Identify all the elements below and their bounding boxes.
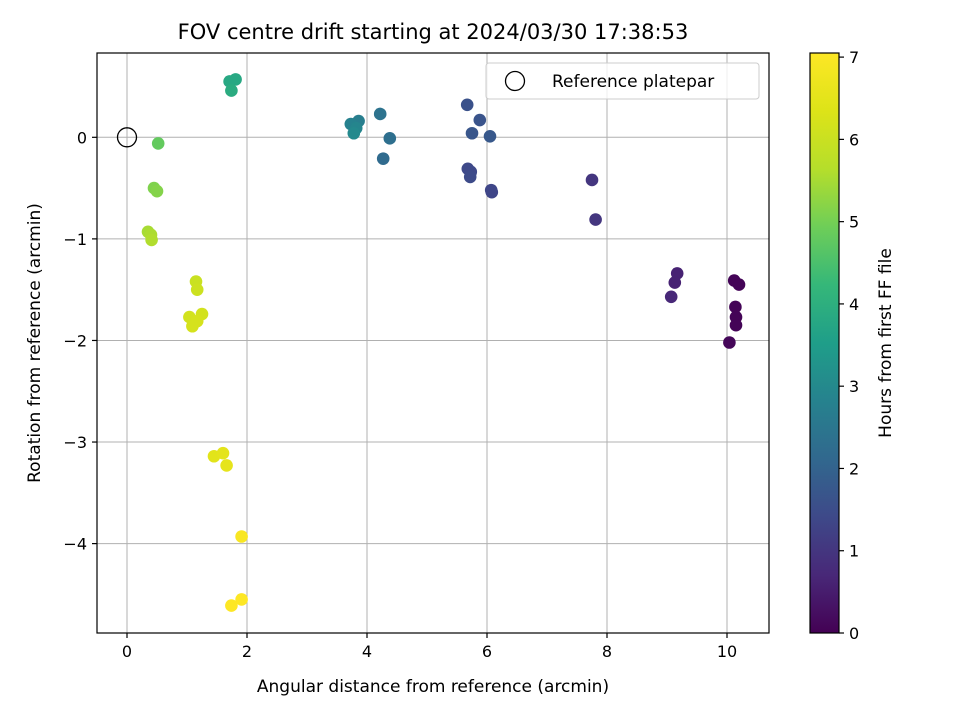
data-point: [235, 593, 248, 606]
data-point: [473, 113, 487, 127]
data-point: [463, 170, 477, 184]
data-point: [235, 530, 248, 543]
y-tick-label: −2: [63, 331, 87, 350]
data-point: [373, 107, 387, 121]
data-point: [460, 98, 474, 112]
data-point: [732, 278, 746, 291]
data-point: [220, 459, 233, 472]
x-tick-label: 2: [242, 642, 252, 661]
colorbar-tick-label: 6: [849, 130, 859, 149]
data-point: [729, 300, 742, 314]
data-point: [664, 290, 678, 304]
data-point: [190, 283, 204, 296]
data-point: [186, 319, 199, 333]
x-axis-label: Angular distance from reference (arcmin): [257, 677, 609, 697]
colorbar-ticks: 0 1 2 3 4 5 6 7: [839, 48, 859, 643]
y-tick-label: 0: [77, 128, 87, 147]
x-tick-label: 10: [717, 642, 737, 661]
x-tick-label: 8: [602, 642, 612, 661]
colorbar-frame: [809, 52, 840, 634]
data-points: [141, 73, 746, 612]
data-point: [376, 152, 390, 165]
x-tick-label: 4: [362, 642, 372, 661]
data-point: [150, 184, 164, 198]
y-axis-label: Rotation from reference (arcmin): [25, 203, 45, 483]
data-point: [723, 336, 736, 349]
data-point: [485, 185, 499, 199]
data-point: [216, 446, 230, 460]
colorbar-tick-label: 0: [849, 624, 859, 643]
colorbar-tick-label: 1: [849, 542, 859, 561]
colorbar-tick-label: 5: [849, 213, 859, 232]
x-tick-label: 0: [122, 642, 132, 661]
data-point: [585, 173, 599, 187]
data-point: [483, 129, 497, 143]
x-tick-label: 6: [482, 642, 492, 661]
colorbar-tick-label: 2: [849, 459, 859, 478]
legend: Reference platepar: [485, 62, 760, 100]
data-point: [729, 318, 743, 332]
data-point: [229, 73, 242, 86]
data-point: [383, 132, 397, 145]
data-point: [225, 84, 238, 97]
colorbar: 0 1 2 3 4 5 6 7 Hours from first FF file: [809, 48, 896, 643]
reference-platepar-marker: [116, 127, 138, 148]
plot-area-frame: [96, 52, 770, 634]
data-point: [347, 126, 361, 140]
colorbar-tick-label: 3: [849, 377, 859, 396]
colorbar-gradient: [810, 53, 839, 633]
data-point: [145, 233, 158, 247]
colorbar-tick-label: 4: [849, 295, 859, 314]
x-axis-ticks: 0 2 4 6 8 10: [122, 633, 737, 661]
data-point: [225, 599, 238, 612]
data-point: [465, 126, 479, 140]
reference-marker-layer: [116, 127, 138, 148]
gridlines: [97, 53, 769, 633]
colorbar-label: Hours from first FF file: [876, 248, 896, 438]
legend-marker-icon: [504, 70, 526, 92]
data-point: [151, 137, 165, 150]
chart-title: FOV centre drift starting at 2024/03/30 …: [178, 20, 689, 44]
data-point: [589, 213, 602, 226]
legend-box: [485, 62, 760, 100]
colorbar-tick-label: 7: [849, 48, 859, 67]
y-axis-ticks: 0 −1 −2 −3 −4: [63, 128, 97, 554]
y-tick-label: −4: [63, 535, 87, 554]
legend-entry-reference-platepar: Reference platepar: [552, 72, 714, 92]
data-point: [668, 276, 682, 289]
y-tick-label: −1: [63, 230, 87, 249]
y-tick-label: −3: [63, 433, 87, 452]
